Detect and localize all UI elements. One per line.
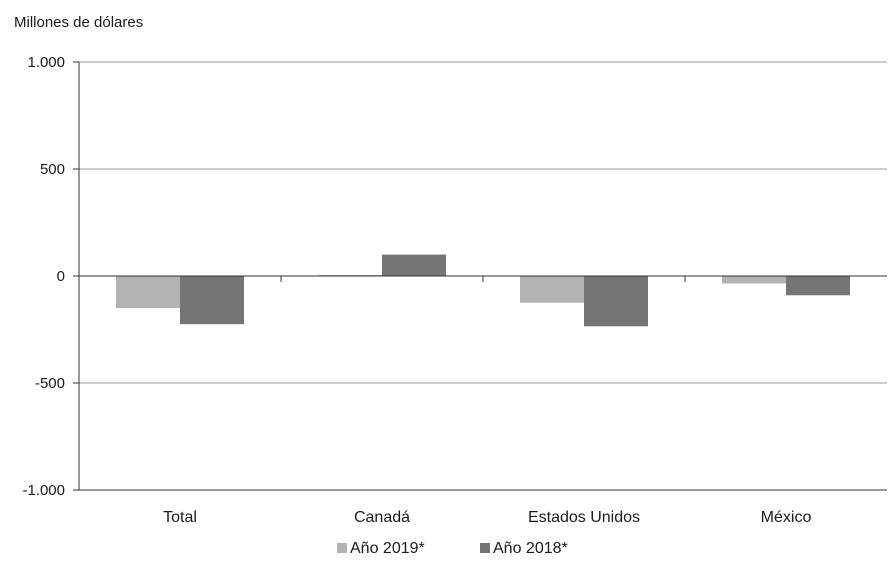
y-tick-label: -1.000 <box>22 482 65 499</box>
bars <box>116 254 850 327</box>
y-ticks: 1.000 500 0 -500 -1.000 <box>22 54 79 499</box>
y-tick-label: 1.000 <box>27 54 65 71</box>
y-tick-label: 0 <box>57 268 65 285</box>
legend-label: Año 2019* <box>350 540 425 557</box>
bar-2018 <box>180 276 244 325</box>
x-category-label: Total <box>163 509 197 526</box>
bar-2019 <box>722 276 786 284</box>
x-category-label: Estados Unidos <box>528 509 640 526</box>
y-tick-label: 500 <box>40 161 65 178</box>
legend: Año 2019* Año 2018* <box>337 540 568 557</box>
axes <box>78 62 887 491</box>
legend-label: Año 2018* <box>493 540 568 557</box>
x-category-label: México <box>761 509 812 526</box>
y-axis-label: Millones de dólares <box>14 14 143 31</box>
bar-2018 <box>584 276 648 327</box>
legend-swatch <box>480 543 490 553</box>
legend-swatch <box>337 543 347 553</box>
bar-2018 <box>786 276 850 296</box>
bar-2019 <box>520 276 584 303</box>
bar-2019 <box>318 274 382 276</box>
y-tick-label: -500 <box>35 375 65 392</box>
x-categories: Total Canadá Estados Unidos México <box>163 509 811 526</box>
bar-2018 <box>382 254 446 276</box>
x-category-label: Canadá <box>354 509 410 526</box>
bar-2019 <box>116 276 180 309</box>
gridlines <box>79 61 887 384</box>
